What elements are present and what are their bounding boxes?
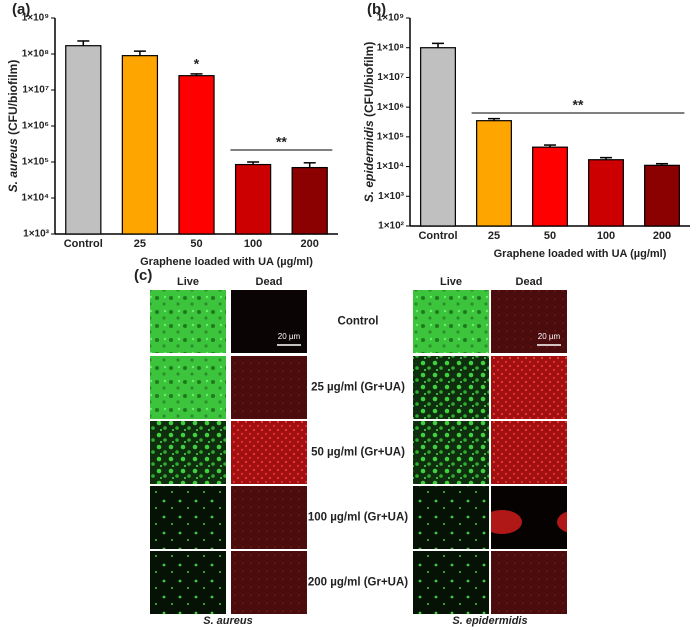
y-tick-label: 1×10³ [378, 191, 405, 202]
live-image [413, 551, 489, 614]
dead-image [231, 356, 307, 419]
significance-mark: ** [276, 134, 287, 150]
dead-image [491, 421, 567, 484]
dead-image [491, 486, 567, 549]
live-image [413, 356, 489, 419]
bar [291, 166, 328, 235]
y-tick-label: 1×10⁹ [377, 13, 405, 24]
x-tick-label: 50 [190, 238, 202, 250]
organism-label: S. aureus [203, 615, 253, 627]
dead-image [491, 551, 567, 614]
x-tick-label: 25 [134, 238, 146, 250]
significance-mark: ** [573, 97, 584, 113]
bar [476, 120, 512, 227]
bar [178, 75, 215, 235]
significance-mark: * [194, 56, 200, 72]
bar [121, 55, 159, 235]
bar [234, 163, 272, 235]
dead-image [231, 421, 307, 484]
x-tick-label: 200 [301, 238, 319, 250]
panel-label: (b) [367, 1, 386, 18]
x-tick-label: 50 [544, 230, 556, 242]
bar [532, 146, 568, 227]
bar [644, 164, 680, 227]
y-axis-label: S. aureus (CFU/biofilm) [6, 60, 20, 193]
bar [420, 47, 456, 227]
row-label: 100 µg/ml (Gr+UA) [308, 512, 408, 524]
column-label: Live [177, 276, 199, 288]
dead-image [491, 290, 567, 353]
panel-label: (c) [134, 267, 152, 284]
dead-image [231, 486, 307, 549]
y-tick-label: 1×10⁷ [22, 85, 49, 96]
y-axis-label: S. epidermidis (CFU/biofilm) [362, 42, 376, 203]
y-tick-label: 1×10⁸ [377, 42, 405, 53]
y-tick-label: 1×10⁷ [377, 72, 404, 83]
x-axis-label: Graphene loaded with UA (µg/ml) [494, 248, 667, 260]
x-tick-label: 100 [244, 238, 262, 250]
bar [588, 159, 624, 227]
dead-image [231, 551, 307, 614]
y-tick-label: 1×10⁶ [22, 121, 49, 132]
x-tick-label: 200 [653, 230, 671, 242]
y-tick-label: 1×10⁸ [22, 49, 50, 60]
live-image [413, 486, 489, 549]
live-image [413, 421, 489, 484]
column-label: Dead [516, 276, 543, 288]
dead-image [491, 356, 567, 419]
y-tick-label: 1×10⁵ [377, 131, 405, 142]
x-axis-label: Graphene loaded with UA (µg/ml) [140, 256, 313, 268]
y-label-species: S. epidermidis [362, 120, 376, 202]
y-tick-label: 1×10⁵ [22, 157, 50, 168]
row-label: 50 µg/ml (Gr+UA) [311, 447, 405, 459]
x-tick-label: 25 [488, 230, 500, 242]
row-label: 200 µg/ml (Gr+UA) [308, 577, 408, 589]
y-tick-label: 1×10³ [23, 229, 50, 240]
y-tick-label: 1×10⁹ [22, 13, 50, 24]
live-image [150, 421, 226, 484]
x-tick-label: Control [64, 238, 103, 250]
y-tick-label: 1×10⁴ [377, 161, 405, 172]
row-label: Control [338, 316, 379, 328]
live-image [150, 356, 226, 419]
column-label: Live [440, 276, 462, 288]
live-image [150, 486, 226, 549]
live-image [413, 290, 489, 353]
x-tick-label: Control [418, 230, 457, 242]
scale-bar-label: 20 µm [278, 332, 301, 341]
y-tick-label: 1×10⁴ [22, 193, 50, 204]
y-label-species: S. aureus [6, 138, 20, 192]
y-tick-label: 1×10⁶ [377, 102, 404, 113]
live-image [150, 551, 226, 614]
row-label: 25 µg/ml (Gr+UA) [311, 382, 405, 394]
column-label: Dead [256, 276, 283, 288]
live-image [150, 290, 226, 353]
y-label-unit: (CFU/biofilm) [362, 42, 376, 121]
bar [65, 45, 102, 235]
scale-bar-label: 20 µm [538, 332, 561, 341]
panel-label: (a) [12, 1, 30, 18]
organism-label: S. epidermidis [452, 615, 527, 627]
y-tick-label: 1×10² [378, 221, 405, 232]
dead-image [231, 290, 307, 353]
x-tick-label: 100 [597, 230, 615, 242]
y-label-unit: (CFU/biofilm) [6, 60, 20, 139]
